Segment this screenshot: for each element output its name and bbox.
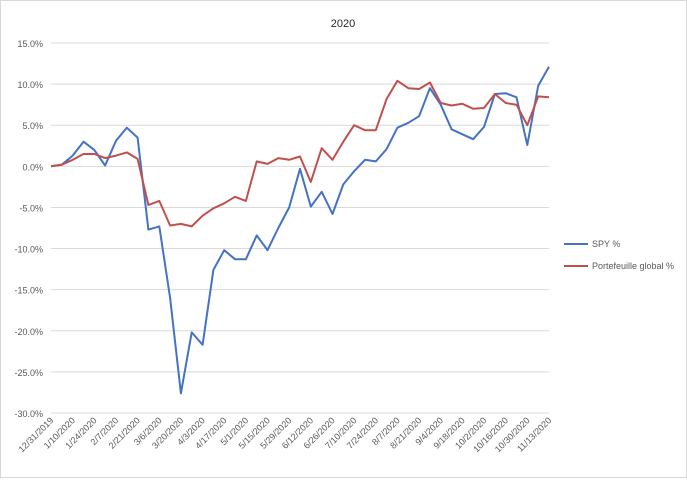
- y-tick-label: -5.0%: [19, 203, 43, 213]
- legend-label: SPY %: [592, 239, 620, 249]
- x-axis: 12/31/20191/10/20201/24/20202/7/20202/21…: [16, 415, 553, 454]
- chart-title: 2020: [331, 18, 355, 30]
- y-tick-label: 5.0%: [22, 121, 43, 131]
- legend-label: Portefeuille global %: [592, 261, 674, 271]
- y-tick-label: -25.0%: [14, 368, 43, 378]
- y-axis: 15.0% 10.0% 5.0% 0.0% -5.0% -10.0% -15.0% -20.0…: [14, 39, 43, 419]
- y-tick-label: 0.0%: [22, 162, 43, 172]
- legend: SPY % Portefeuille global %: [564, 239, 674, 271]
- y-tick-label: 15.0%: [17, 39, 43, 49]
- series-layer: [50, 66, 550, 395]
- y-tick-label: -20.0%: [14, 327, 43, 337]
- grid-lines: [51, 42, 549, 414]
- y-tick-label: -15.0%: [14, 286, 43, 296]
- series-line-portefeuille-global: [50, 79, 550, 228]
- y-tick-label: -30.0%: [14, 409, 43, 419]
- y-tick-label: -10.0%: [14, 245, 43, 255]
- series-line-spy: [50, 66, 550, 395]
- y-tick-label: 10.0%: [17, 80, 43, 90]
